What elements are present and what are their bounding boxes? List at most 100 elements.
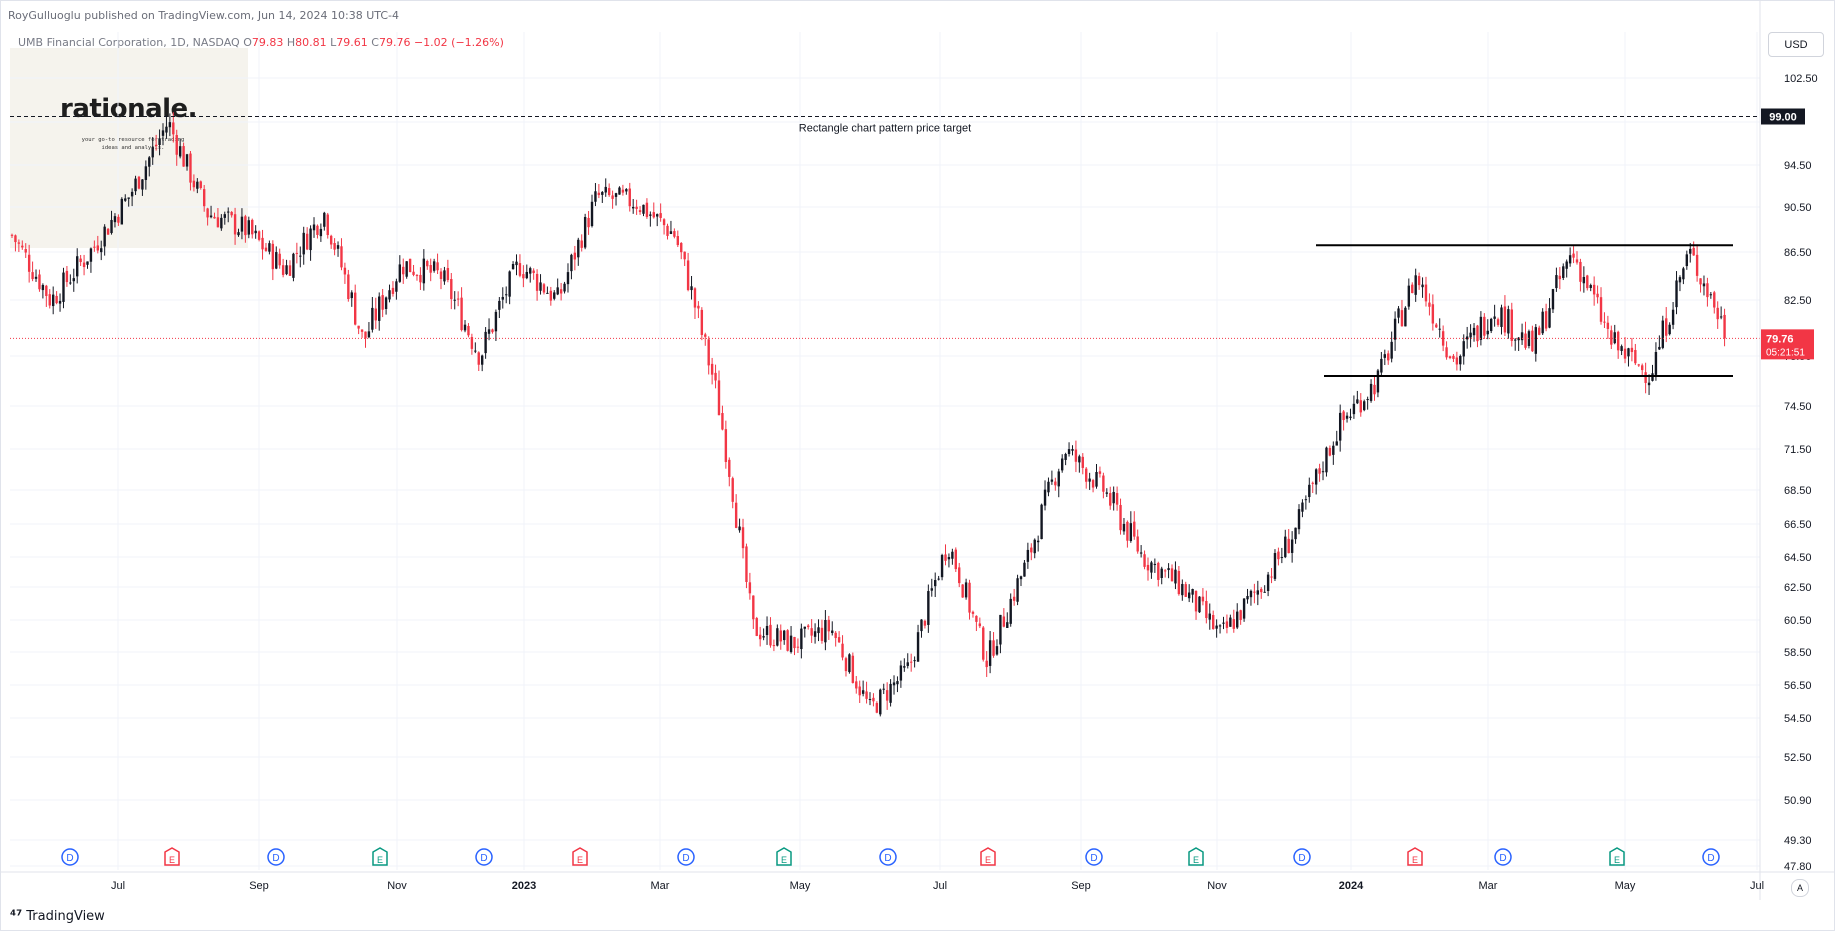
candle-body — [261, 237, 264, 250]
candle-body — [872, 697, 875, 702]
earnings-letter: E — [577, 855, 583, 865]
candle-body — [281, 265, 285, 275]
candle-body — [1500, 307, 1503, 327]
candle-body — [453, 299, 456, 301]
candle-body — [1641, 365, 1644, 371]
dividend-marker-icon[interactable]: D — [879, 848, 897, 866]
candle-body — [1349, 416, 1352, 418]
candle-body — [927, 591, 930, 625]
candle-body — [460, 297, 463, 331]
candle-body — [892, 682, 896, 686]
dividend-marker-icon[interactable]: D — [475, 848, 493, 866]
dividend-circle — [1494, 848, 1512, 866]
candle-body — [213, 216, 216, 219]
time-axis: Jul Sep Nov 2023 Mar May Jul Sep Nov 2024 Mar May Ju… — [0, 871, 1835, 892]
earnings-marker-icon[interactable]: E — [980, 847, 996, 866]
candle-body — [934, 580, 937, 587]
candle-body — [1163, 570, 1167, 572]
candle-body — [920, 619, 923, 632]
candle-body — [271, 243, 275, 270]
candle-body — [1507, 309, 1510, 334]
dividend-marker-icon[interactable]: D — [1494, 848, 1512, 866]
candle-body — [1030, 547, 1033, 553]
candle-body — [704, 334, 707, 337]
price-tick-label: 56.50 — [1784, 680, 1812, 692]
dividend-marker-icon[interactable]: D — [1293, 848, 1311, 866]
countdown-text: 05:21:51 — [1766, 347, 1805, 358]
dividend-letter: D — [1707, 853, 1714, 864]
earnings-marker-icon[interactable]: E — [572, 847, 588, 866]
dividend-marker-icon[interactable]: D — [267, 848, 285, 866]
candle-body — [1342, 411, 1345, 421]
candle-body — [1122, 523, 1126, 532]
currency-selector[interactable]: USD — [1768, 32, 1824, 57]
dividend-marker-icon[interactable]: D — [677, 848, 695, 866]
candle-body — [391, 287, 395, 294]
candle-body — [1270, 576, 1273, 578]
candle-body — [1198, 596, 1201, 613]
dividend-letter: D — [682, 853, 689, 864]
earnings-marker-icon[interactable]: E — [372, 847, 388, 866]
candle-body — [501, 296, 504, 300]
candle-body — [1644, 372, 1647, 383]
price-tick-label: 102.50 — [1784, 73, 1818, 85]
candle-body — [24, 249, 27, 253]
candle-body — [1599, 297, 1603, 322]
candle-body — [662, 219, 666, 226]
candle-body — [1603, 321, 1606, 323]
price-tick-label: 47.80 — [1784, 861, 1812, 873]
candle-body — [450, 279, 453, 300]
earnings-marker-icon[interactable]: E — [164, 847, 180, 866]
price-axis: 102.5094.5090.5086.5082.5078.5074.5071.5… — [1759, 0, 1818, 900]
candle-body — [1699, 278, 1702, 285]
time-tick-label: Mar — [1479, 880, 1498, 892]
candle-body — [889, 683, 892, 703]
earnings-letter: E — [985, 855, 991, 865]
auto-scale-button[interactable]: A — [1791, 879, 1809, 897]
dividend-marker-icon[interactable]: D — [1085, 848, 1103, 866]
dividend-circle — [61, 848, 79, 866]
target-price-tag — [1761, 108, 1805, 125]
candle-body — [765, 625, 769, 636]
tradingview-logo[interactable]: ⁴⁷ TradingView — [10, 908, 105, 924]
symbol-name[interactable]: UMB Financial Corporation, 1D, NASDAQ — [18, 36, 240, 49]
symbol-legend[interactable]: UMB Financial Corporation, 1D, NASDAQ O7… — [18, 36, 504, 49]
earnings-marker-icon[interactable]: E — [1188, 847, 1204, 866]
candle-body — [1023, 562, 1026, 577]
candle-body — [45, 285, 48, 296]
candle-body — [1579, 261, 1582, 282]
candle-body — [559, 289, 563, 294]
candle-body — [1060, 458, 1064, 471]
candle-body — [673, 231, 676, 237]
earnings-marker-icon[interactable]: E — [1407, 847, 1423, 866]
candle-body — [1328, 447, 1332, 456]
candle-body — [1486, 330, 1489, 335]
dividend-marker-icon[interactable]: D — [61, 848, 79, 866]
price-tick-label: 54.50 — [1784, 713, 1812, 725]
candle-body — [1647, 382, 1651, 386]
candle-body — [1016, 578, 1019, 602]
candle-body — [14, 235, 17, 243]
candle-body — [199, 181, 202, 188]
change-value: −1.02 (−1.26%) — [413, 36, 504, 49]
candle-body — [1568, 255, 1572, 264]
candle-body — [1225, 621, 1229, 628]
candle-body — [580, 240, 583, 248]
candle-body — [697, 305, 700, 309]
candle-body — [734, 502, 738, 528]
watermark-logo: rationale. — [60, 94, 198, 124]
dividend-marker-icon[interactable]: D — [1702, 848, 1720, 866]
candle-body — [439, 271, 443, 279]
candle-series — [10, 112, 1726, 717]
earnings-marker-icon[interactable]: E — [1609, 847, 1625, 866]
candle-body — [216, 217, 220, 228]
candle-body — [1407, 285, 1411, 307]
candle-body — [1383, 354, 1386, 358]
candle-body — [1613, 332, 1616, 344]
candle-body — [717, 380, 721, 416]
candle-body — [683, 251, 686, 260]
candle-body — [1658, 346, 1661, 350]
earnings-marker-icon[interactable]: E — [776, 847, 792, 866]
close-label: C — [371, 36, 379, 49]
